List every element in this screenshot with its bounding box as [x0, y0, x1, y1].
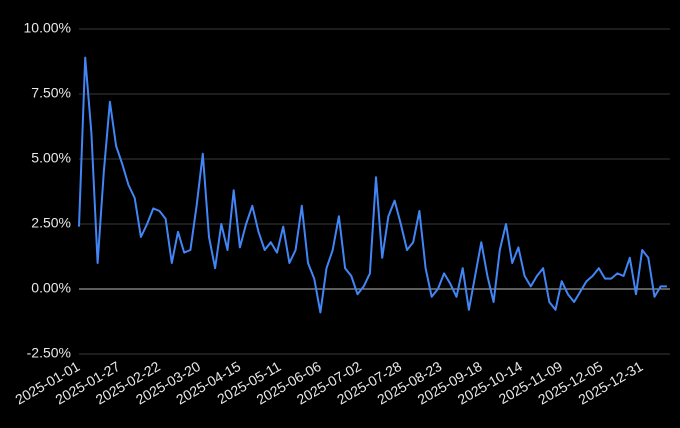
y-tick-label: 0.00%: [31, 280, 71, 296]
data-line: [78, 56, 667, 314]
y-tick-label: 2.50%: [31, 215, 71, 231]
y-tick-label: -2.50%: [27, 345, 71, 361]
y-tick-label: 7.50%: [31, 85, 71, 101]
y-tick-label: 10.00%: [24, 20, 71, 36]
y-tick-label: 5.00%: [31, 150, 71, 166]
